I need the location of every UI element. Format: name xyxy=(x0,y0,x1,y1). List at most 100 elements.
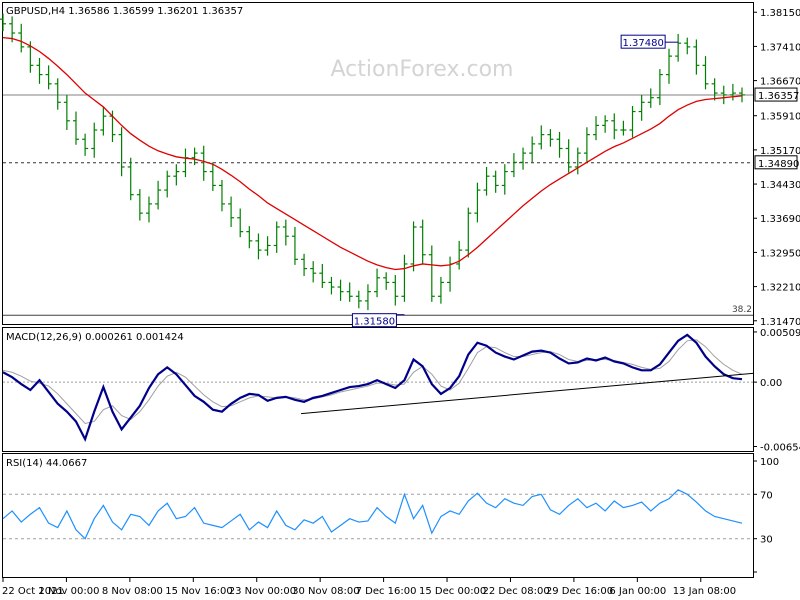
rsi-y-tick-label: 30 xyxy=(760,535,773,546)
ohlc-bar xyxy=(602,115,609,133)
macd-panel-title: MACD(12,26,9) 0.000261 0.001424 xyxy=(6,332,184,343)
ohlc-bar xyxy=(611,113,618,140)
ohlc-bar xyxy=(620,120,627,136)
support-level-label: 1.34890 xyxy=(758,159,799,170)
ohlc-bar xyxy=(301,253,308,276)
ohlc-bar xyxy=(410,221,417,272)
ohlc-bar xyxy=(529,136,536,163)
ohlc-bar xyxy=(547,129,554,147)
rsi-y-tick-label: 100 xyxy=(760,457,779,468)
x-tick-label: 22 Oct 2021 xyxy=(2,586,64,597)
ohlc-bar xyxy=(492,170,499,193)
ohlc-bar xyxy=(510,153,517,178)
ohlc-bar xyxy=(45,65,52,90)
price-series: 38.2 1.37480 1.31580 xyxy=(0,13,753,328)
ohlc-bar xyxy=(328,276,335,295)
price-y-tick-label: 1.38150 xyxy=(760,8,800,19)
ohlc-bar xyxy=(218,179,225,212)
support-level-box xyxy=(754,155,798,170)
ohlc-bar xyxy=(282,219,289,246)
ohlc-bar xyxy=(72,111,79,145)
ohlc-bar xyxy=(91,122,98,158)
ohlc-bar xyxy=(437,276,444,304)
price-panel-frame xyxy=(2,2,754,325)
ohlc-bar xyxy=(246,226,253,249)
ohlc-bar xyxy=(127,157,134,201)
price-y-tick-label: 1.35170 xyxy=(760,146,800,157)
x-tick-label: 30 Nov 08:00 xyxy=(292,586,359,597)
price-y-tick-label: 1.32950 xyxy=(760,248,800,259)
ohlc-bar xyxy=(565,139,572,173)
ohlc-bar xyxy=(428,245,435,302)
ohlc-bar xyxy=(383,272,390,290)
price-y-tick-label: 1.34430 xyxy=(760,180,800,191)
x-tick-label: 15 Nov 16:00 xyxy=(165,586,232,597)
axis-layer: 1.38150 1.37410 1.36670 1.35910 1.35170 1.344… xyxy=(2,8,800,597)
rsi-y-tick-label: 70 xyxy=(760,490,773,501)
ohlc-bar xyxy=(520,147,527,170)
ohlc-bar xyxy=(191,147,198,166)
ohlc-bar xyxy=(392,275,399,306)
ohlc-bar xyxy=(291,227,298,265)
rsi-line xyxy=(2,489,743,540)
ohlc-bar xyxy=(711,78,718,101)
macd-y-tick-label: 0.00 xyxy=(760,378,782,389)
price-y-tick-label: 1.35910 xyxy=(760,112,800,123)
low-annotation-box xyxy=(351,313,397,328)
ohlc-bar xyxy=(693,39,700,75)
current-price-label: 1.36357 xyxy=(758,91,799,102)
ohlc-bar xyxy=(675,33,682,62)
ohlc-bar xyxy=(346,282,353,302)
ohlc-bar xyxy=(82,133,89,156)
ohlc-bar xyxy=(54,78,61,110)
ohlc-bar xyxy=(355,290,362,309)
macd-trendline xyxy=(300,372,755,415)
ohlc-bar xyxy=(100,106,107,136)
ohlc-bar xyxy=(666,48,673,84)
ohlc-bar xyxy=(63,94,70,131)
ohlc-bar xyxy=(483,166,490,196)
ohlc-bar xyxy=(374,268,381,298)
macd-y-tick-label: 0.005099 xyxy=(760,328,800,339)
ohlc-bar xyxy=(173,164,180,186)
ohlc-bar xyxy=(36,57,43,84)
ohlc-bar xyxy=(228,196,235,228)
x-tick-label: 7 Dec 16:00 xyxy=(356,586,417,597)
ohlc-bar xyxy=(656,69,663,106)
ohlc-bar xyxy=(237,208,244,238)
ohlc-bar xyxy=(647,88,654,108)
ohlc-bar xyxy=(18,23,25,53)
x-tick-label: 23 Nov 00:00 xyxy=(229,586,296,597)
price-y-tick-label: 1.36670 xyxy=(760,77,800,88)
ohlc-bar xyxy=(593,116,600,141)
watermark: ActionForex.com xyxy=(331,57,514,82)
x-tick-label: 29 Dec 16:00 xyxy=(546,586,613,597)
moving-average-line xyxy=(2,36,743,271)
ohlc-bar xyxy=(556,131,563,158)
ohlc-bar xyxy=(538,125,545,150)
ohlc-bar xyxy=(264,236,271,256)
ohlc-bar xyxy=(574,147,581,175)
macd-series xyxy=(2,333,755,443)
rsi-series xyxy=(2,489,753,540)
x-tick-label: 1 Nov 00:00 xyxy=(38,586,99,597)
ohlc-bar xyxy=(0,13,6,32)
price-y-tick-label: 1.31470 xyxy=(760,317,800,328)
ohlc-bar xyxy=(583,127,590,163)
price-panel-title: GBPUSD,H4 1.36586 1.36599 1.36201 1.3635… xyxy=(6,6,243,17)
ohlc-bar xyxy=(136,189,143,221)
ohlc-bar xyxy=(474,182,481,223)
ohlc-bar xyxy=(255,233,262,260)
ohlc-bar xyxy=(200,145,207,181)
ohlc-bar xyxy=(684,37,691,55)
ohlc-bar xyxy=(629,105,636,138)
ohlc-bar xyxy=(729,83,736,101)
rsi-panel-frame xyxy=(2,453,754,578)
x-tick-label: 13 Jan 08:00 xyxy=(673,586,736,597)
macd-panel-frame xyxy=(2,327,754,452)
x-tick-label: 22 Dec 08:00 xyxy=(482,586,549,597)
ohlc-bar xyxy=(501,164,508,195)
x-tick-label: 8 Nov 08:00 xyxy=(102,586,163,597)
rsi-panel-title: RSI(14) 44.0667 xyxy=(6,458,87,469)
